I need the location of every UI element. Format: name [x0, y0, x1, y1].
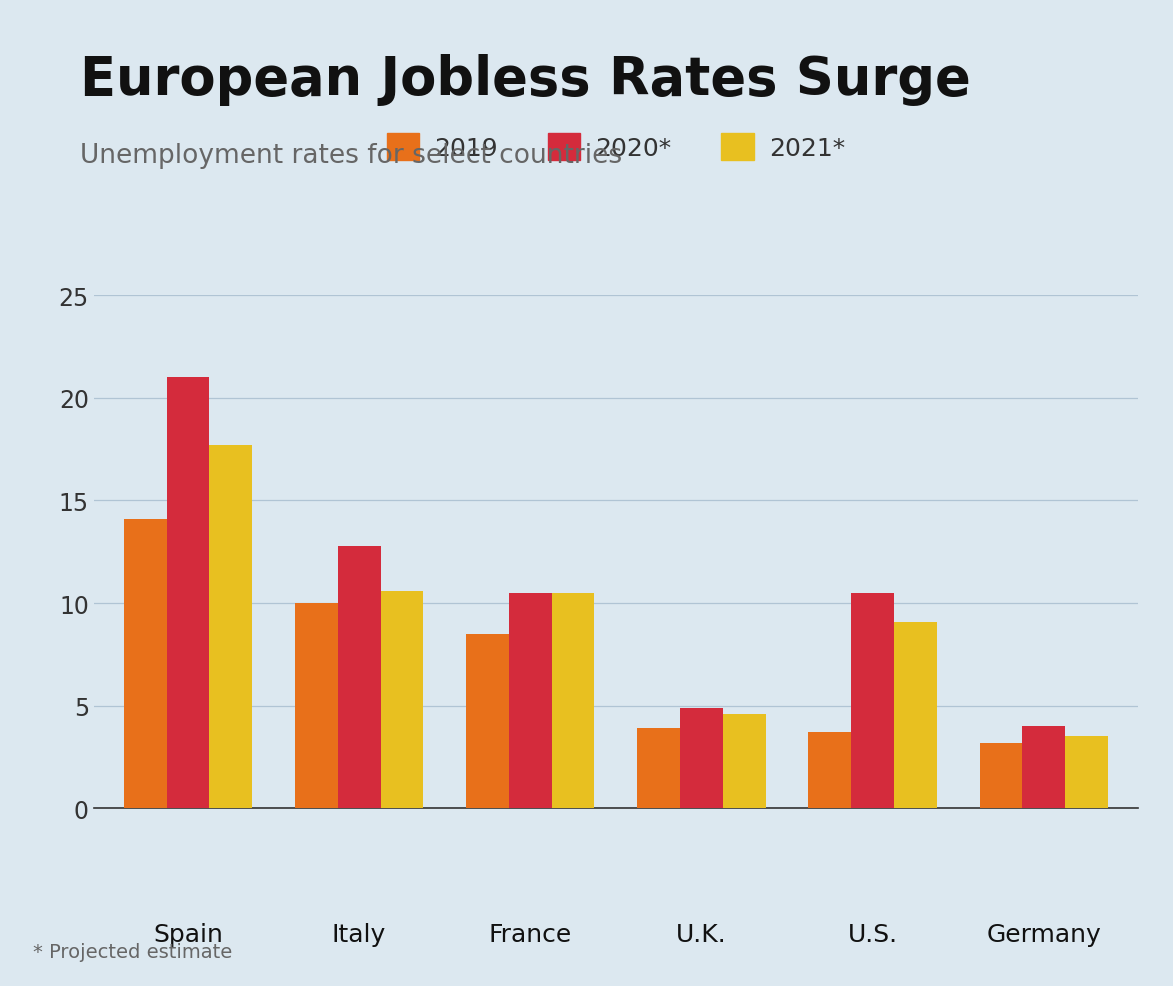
- Bar: [1065, 737, 1107, 809]
- Text: * Projected estimate: * Projected estimate: [33, 943, 232, 961]
- Legend: 2019, 2020*, 2021*: 2019, 2020*, 2021*: [377, 123, 855, 171]
- Bar: [637, 729, 680, 809]
- Bar: [808, 733, 852, 809]
- Bar: [1023, 727, 1065, 809]
- Bar: [124, 520, 167, 809]
- Text: Italy: Italy: [332, 922, 386, 946]
- Bar: [723, 714, 766, 809]
- Bar: [894, 622, 937, 809]
- Text: Spain: Spain: [152, 922, 223, 946]
- Bar: [509, 594, 551, 809]
- Text: Unemployment rates for select countries: Unemployment rates for select countries: [80, 143, 622, 169]
- Bar: [979, 742, 1023, 809]
- Bar: [680, 708, 723, 809]
- Text: Germany: Germany: [986, 922, 1101, 946]
- Bar: [294, 603, 338, 809]
- Bar: [338, 546, 380, 809]
- Text: U.K.: U.K.: [676, 922, 727, 946]
- Bar: [209, 446, 252, 809]
- Bar: [852, 594, 894, 809]
- Bar: [167, 378, 209, 809]
- Text: France: France: [489, 922, 572, 946]
- Text: European Jobless Rates Surge: European Jobless Rates Surge: [80, 54, 970, 106]
- Bar: [380, 592, 423, 809]
- Text: U.S.: U.S.: [847, 922, 897, 946]
- Bar: [466, 634, 509, 809]
- Bar: [551, 594, 595, 809]
